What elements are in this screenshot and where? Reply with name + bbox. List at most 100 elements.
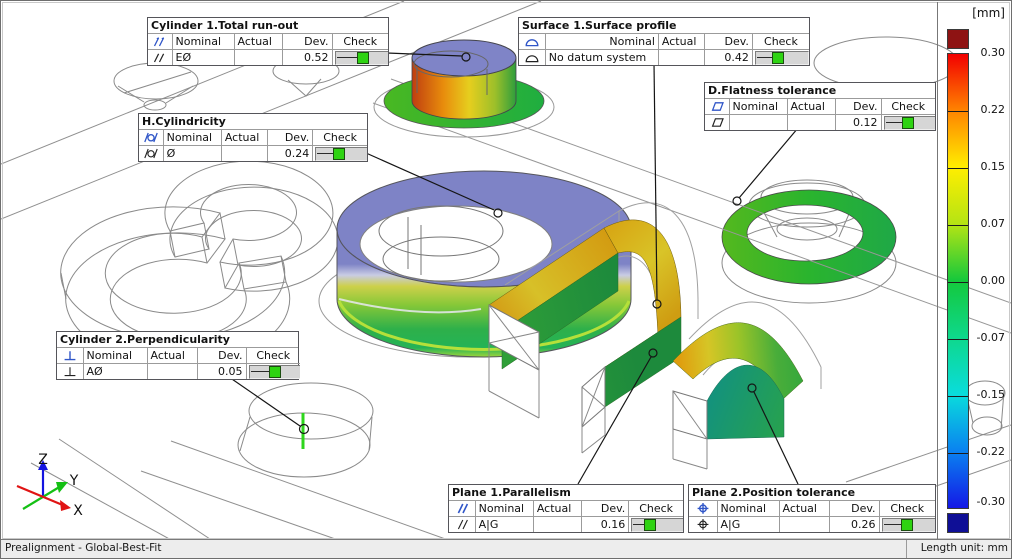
col-header-actual: Actual bbox=[778, 501, 830, 517]
position-icon bbox=[689, 501, 718, 517]
deviation-value: 0.24 bbox=[267, 145, 314, 161]
surface-profile-icon bbox=[519, 49, 546, 65]
col-header-actual: Actual bbox=[146, 348, 198, 364]
check-indicator bbox=[754, 50, 809, 65]
total-runout-icon bbox=[148, 34, 173, 50]
check-indicator bbox=[315, 146, 367, 161]
z-axis-arrowhead bbox=[38, 460, 48, 470]
col-header-check: Check bbox=[751, 34, 809, 50]
callout-title: Cylinder 1.Total run-out bbox=[148, 18, 388, 34]
3d-viewport[interactable] bbox=[1, 1, 1012, 541]
callout-cylinder1-total-runout[interactable]: Cylinder 1.Total run-out Nominal Actual … bbox=[147, 17, 389, 66]
col-header-nominal: Nominal bbox=[728, 99, 788, 115]
perpendicularity-icon bbox=[57, 363, 84, 379]
position-icon bbox=[689, 516, 718, 532]
x-axis-arrow bbox=[16, 484, 66, 508]
total-runout-icon bbox=[148, 49, 173, 65]
nominal-value: A|G bbox=[474, 516, 534, 532]
ring-green bbox=[721, 179, 897, 304]
callout-plane2-position[interactable]: Plane 2.Position tolerance Nominal Actua… bbox=[688, 484, 936, 533]
nominal-value: A|G bbox=[716, 516, 780, 532]
nominal-value: EØ bbox=[171, 49, 235, 65]
colorbar-tick-label: 0.30 bbox=[980, 46, 1006, 59]
x-axis-label: X bbox=[73, 503, 83, 519]
parallelism-icon bbox=[449, 501, 476, 517]
callout-title: Plane 1.Parallelism bbox=[449, 485, 683, 501]
length-unit-text: Length unit: mm bbox=[906, 540, 1011, 558]
deviation-value: 0.05 bbox=[196, 363, 247, 379]
callout-cylinder2-perpendicularity[interactable]: Cylinder 2.Perpendicularity Nominal Actu… bbox=[56, 331, 300, 380]
deviation-value: 0.52 bbox=[281, 49, 333, 65]
col-header-nominal: Nominal bbox=[716, 501, 780, 517]
colorbar-tick-label: 0.15 bbox=[980, 160, 1006, 173]
actual-value bbox=[657, 49, 706, 65]
callout-title: Cylinder 2.Perpendicularity bbox=[57, 332, 298, 348]
col-header-actual: Actual bbox=[220, 130, 269, 146]
callout-title: H.Cylindricity bbox=[139, 114, 367, 130]
y-axis-label: Y bbox=[69, 473, 79, 489]
cylinder-small bbox=[373, 39, 555, 138]
flatness-icon bbox=[705, 99, 730, 115]
perpendicularity-icon bbox=[57, 348, 84, 364]
col-header-nominal: Nominal bbox=[82, 348, 148, 364]
col-header-dev: Dev. bbox=[281, 34, 333, 50]
surface-profile-icon bbox=[519, 34, 546, 50]
col-header-dev: Dev. bbox=[581, 501, 630, 517]
check-indicator bbox=[631, 517, 683, 532]
col-header-nominal: Nominal bbox=[162, 130, 222, 146]
colorbar-tick-label: -0.07 bbox=[976, 331, 1005, 344]
cylindricity-icon bbox=[139, 145, 164, 161]
colorbar-separator bbox=[937, 2, 938, 541]
colorbar-tick-label: 0.07 bbox=[980, 217, 1006, 230]
col-header-nominal: Nominal bbox=[171, 34, 235, 50]
colorbar-tick-label: 0.00 bbox=[980, 274, 1006, 287]
col-header-dev: Dev. bbox=[196, 348, 247, 364]
callout-plane1-parallelism[interactable]: Plane 1.Parallelism Nominal Actual Dev. … bbox=[448, 484, 684, 533]
check-indicator bbox=[334, 50, 388, 65]
z-axis-label: Z bbox=[38, 452, 48, 468]
col-header-check: Check bbox=[331, 34, 388, 50]
leader-lines bbox=[228, 52, 799, 485]
callout-title: D.Flatness tolerance bbox=[705, 83, 935, 99]
callout-h-cylindricity[interactable]: H.Cylindricity Nominal Actual Dev. Check… bbox=[138, 113, 368, 162]
cylindricity-icon bbox=[139, 130, 164, 146]
nominal-value: Ø bbox=[162, 145, 222, 161]
check-indicator bbox=[248, 364, 300, 379]
col-header-actual: Actual bbox=[786, 99, 836, 115]
col-header-actual: Actual bbox=[657, 34, 706, 50]
deviation-value: 0.26 bbox=[828, 516, 880, 532]
col-header-check: Check bbox=[312, 130, 367, 146]
nominal-value: No datum system bbox=[544, 49, 659, 65]
y-axis-arrowhead bbox=[56, 482, 68, 493]
col-header-nominal: Nominal bbox=[474, 501, 534, 517]
actual-value bbox=[778, 516, 830, 532]
actual-value bbox=[146, 363, 198, 379]
check-indicator bbox=[881, 517, 935, 532]
col-header-dev: Dev. bbox=[828, 501, 880, 517]
colorbar-tick-label: -0.22 bbox=[976, 445, 1005, 458]
callout-d-flatness[interactable]: D.Flatness tolerance Nominal Actual Dev.… bbox=[704, 82, 936, 131]
callout-title: Plane 2.Position tolerance bbox=[689, 485, 935, 501]
flatness-icon bbox=[705, 114, 730, 130]
actual-value bbox=[220, 145, 269, 161]
col-header-actual: Actual bbox=[233, 34, 283, 50]
check-indicator bbox=[883, 115, 935, 130]
callout-surface1-profile[interactable]: Surface 1.Surface profile Nominal Actual… bbox=[518, 17, 810, 66]
deviation-value: 0.12 bbox=[834, 114, 882, 130]
axis-triad: Z Y X bbox=[16, 452, 83, 519]
col-header-actual: Actual bbox=[532, 501, 583, 517]
colorbar-tick-label: -0.30 bbox=[976, 495, 1005, 508]
colorbar-tick-label: -0.15 bbox=[976, 388, 1005, 401]
letter-m bbox=[488, 202, 822, 470]
colorbar-below-range-block bbox=[947, 513, 969, 533]
col-header-check: Check bbox=[245, 348, 300, 364]
actual-value bbox=[532, 516, 583, 532]
col-header-check: Check bbox=[878, 501, 935, 517]
colorbar-tick-label: 0.22 bbox=[980, 103, 1006, 116]
col-header-nominal: Nominal bbox=[544, 34, 659, 50]
deviation-value: 0.16 bbox=[581, 516, 630, 532]
colorbar-gradient[interactable] bbox=[947, 53, 969, 509]
colorbar-above-range-block bbox=[947, 29, 969, 49]
deviation-value: 0.42 bbox=[704, 49, 753, 65]
